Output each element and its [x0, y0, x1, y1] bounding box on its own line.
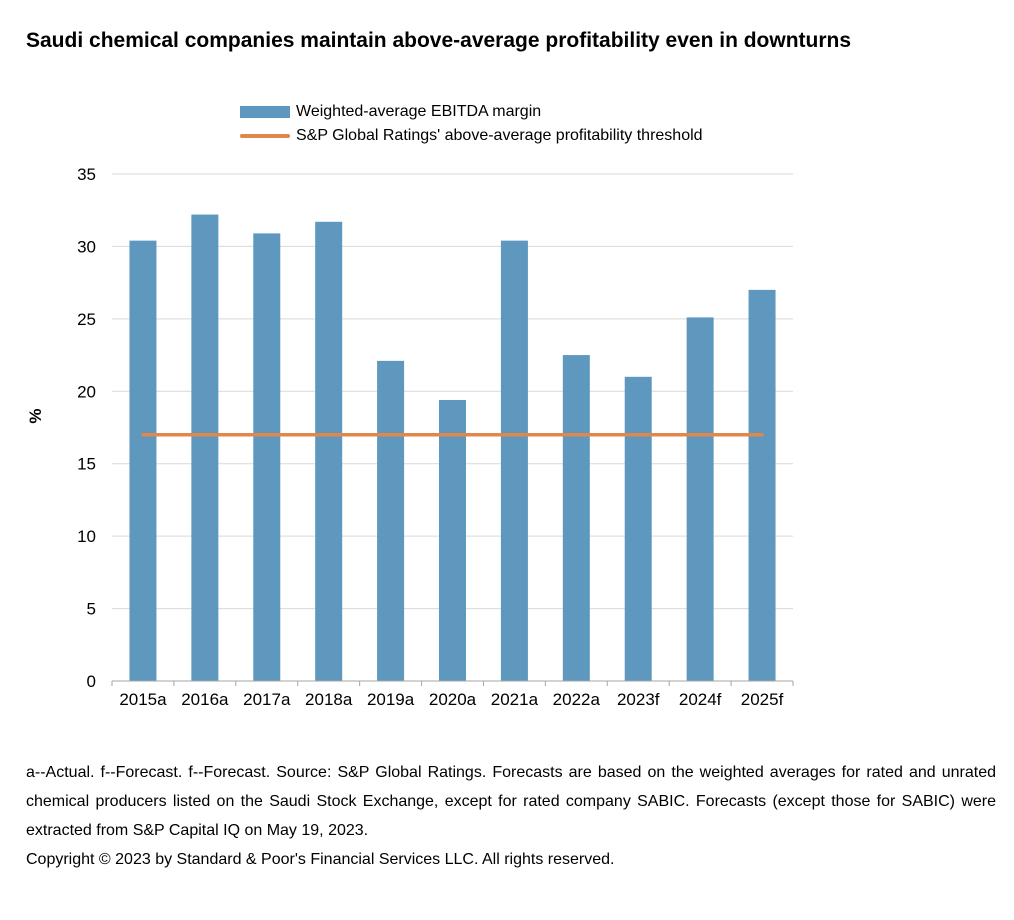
legend-item-threshold: S&P Global Ratings' above-average profit…: [240, 124, 703, 148]
y-tick-label: 35: [77, 165, 96, 184]
chart-plot: 0 5 10 15 20 25 30 35 2015a 2016a 2017a 2018a 2019a…: [26, 165, 794, 709]
bar-2018a: [315, 221, 343, 681]
x-tick-label: 2017a: [243, 690, 291, 709]
legend-label-bars: Weighted-average EBITDA margin: [296, 103, 542, 120]
y-tick-label: 5: [87, 600, 96, 619]
x-tick-label: 2018a: [305, 690, 353, 709]
x-tick-label: 2024f: [679, 690, 722, 709]
legend: Weighted-average EBITDA margin S&P Globa…: [240, 100, 703, 148]
bar-2015a: [129, 240, 157, 681]
x-tick-label: 2019a: [367, 690, 415, 709]
x-axis: [111, 680, 794, 686]
legend-swatch-line: [240, 134, 290, 138]
x-tick-label: 2022a: [553, 690, 601, 709]
x-tick-label: 2021a: [491, 690, 539, 709]
bar-2019a: [377, 360, 405, 681]
y-tick-label: 10: [77, 527, 96, 546]
y-tick-label: 0: [87, 672, 96, 691]
y-axis-label: %: [26, 408, 45, 423]
y-tick-label: 15: [77, 455, 96, 474]
bar-2016a: [191, 214, 219, 681]
x-tick-label: 2023f: [617, 690, 660, 709]
chart-title: Saudi chemical companies maintain above-…: [26, 29, 852, 52]
bars: [129, 214, 776, 681]
bar-2023f: [624, 376, 652, 681]
y-tick-label: 20: [77, 382, 96, 401]
legend-label-threshold: S&P Global Ratings' above-average profit…: [296, 127, 703, 144]
x-tick-label: 2016a: [181, 690, 229, 709]
legend-item-bars: Weighted-average EBITDA margin: [240, 100, 703, 124]
bar-2025f: [748, 289, 776, 681]
x-tick-labels: 2015a 2016a 2017a 2018a 2019a 2020a 2021a 2022a…: [119, 690, 783, 709]
bar-2024f: [686, 317, 714, 681]
bar-2022a: [562, 355, 590, 681]
footnote: a--Actual. f--Forecast. f--Forecast. Sou…: [26, 758, 996, 874]
y-tick-labels: 0 5 10 15 20 25 30 35: [77, 165, 96, 691]
x-tick-label: 2025f: [741, 690, 784, 709]
y-tick-label: 30: [77, 237, 96, 256]
bar-2021a: [500, 240, 528, 681]
y-tick-label: 25: [77, 310, 96, 329]
copyright-text: Copyright © 2023 by Standard & Poor's Fi…: [26, 851, 615, 868]
bar-2017a: [253, 233, 281, 681]
legend-swatch-bar: [240, 106, 290, 118]
x-tick-label: 2015a: [119, 690, 167, 709]
x-tick-label: 2020a: [429, 690, 477, 709]
bar-2020a: [439, 399, 466, 681]
footnote-text: a--Actual. f--Forecast. f--Forecast. Sou…: [26, 764, 996, 839]
